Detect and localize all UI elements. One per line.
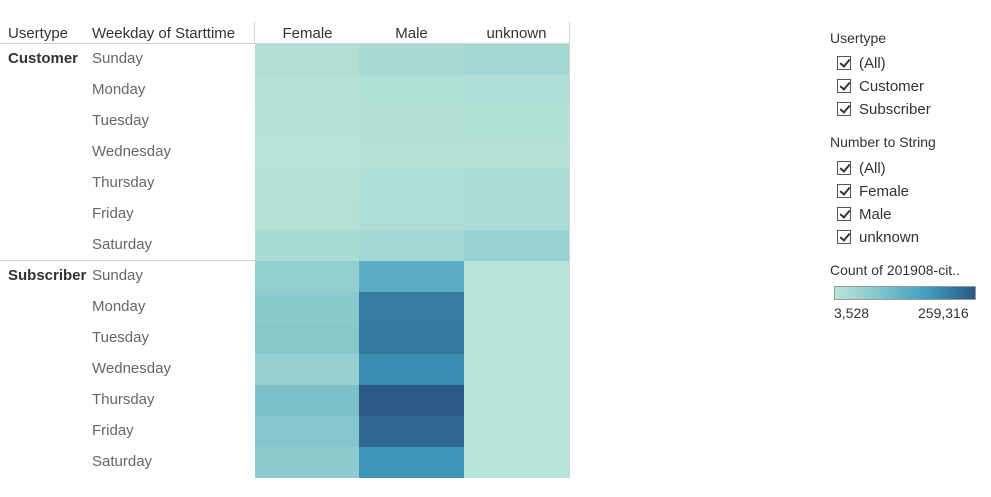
filter-option-gender-male[interactable]: Male [837,205,892,223]
heatmap-cell[interactable] [255,230,359,261]
heatmap-cell[interactable] [255,199,359,230]
day-label: Saturday [92,453,153,470]
day-label: Tuesday [92,112,149,129]
heatmap-cell[interactable] [255,354,359,385]
heatmap-cell[interactable] [359,292,464,323]
day-label: Thursday [92,174,155,191]
heatmap-cell[interactable] [255,385,359,416]
filter-option-label: (All) [859,54,886,72]
day-label: Friday [92,205,134,222]
heatmap-cell[interactable] [359,199,464,230]
filter-option-gender-all[interactable]: (All) [837,159,886,177]
heatmap-cell[interactable] [464,168,569,199]
heatmap-cell[interactable] [464,137,569,168]
checkbox[interactable] [837,102,851,116]
filter-option-gender-unknown[interactable]: unknown [837,228,919,246]
heatmap-cell[interactable] [359,416,464,447]
heatmap-cell[interactable] [255,292,359,323]
heatmap-cell[interactable] [255,44,359,75]
column-header-female: Female [282,25,333,42]
checkbox[interactable] [837,230,851,244]
row-header-weekday: Weekday of Starttime [92,25,236,42]
row-header-usertype: Usertype [8,25,69,42]
heatmap-cell[interactable] [255,447,359,478]
filter-option-usertype-subscriber[interactable]: Subscriber [837,100,931,118]
color-legend-min-label: 3,528 [834,305,870,321]
day-label: Monday [92,81,146,98]
day-label: Friday [92,422,134,439]
heatmap-cell[interactable] [464,261,569,292]
heatmap-cell[interactable] [464,416,569,447]
filter-option-label: unknown [859,228,920,246]
heatmap-cell[interactable] [255,261,359,292]
heatmap-cell[interactable] [255,75,359,106]
heatmap-cell[interactable] [464,385,569,416]
filter-option-label: Subscriber [859,100,931,118]
day-label: Sunday [92,267,143,284]
day-label: Tuesday [92,329,149,346]
heatmap-cell[interactable] [359,75,464,106]
day-label: Saturday [92,236,153,253]
heatmap-cell[interactable] [255,323,359,354]
filter-option-gender-female[interactable]: Female [837,182,909,200]
checkbox[interactable] [837,184,851,198]
day-label: Sunday [92,50,143,67]
heatmap-cell[interactable] [359,137,464,168]
column-header-male: Male [395,25,428,42]
heatmap-cell[interactable] [359,106,464,137]
heatmap-cell[interactable] [464,323,569,354]
day-label: Wednesday [92,360,171,377]
heatmap-cell[interactable] [464,230,569,261]
heatmap-cell[interactable] [359,354,464,385]
heatmap-cell[interactable] [464,106,569,137]
color-legend-max-label: 259,316 [918,305,969,321]
heatmap-cell[interactable] [464,447,569,478]
checkbox[interactable] [837,207,851,221]
heatmap-cell[interactable] [464,75,569,106]
filter-option-label: Female [859,182,910,200]
filter-title-usertype: Usertype [830,30,887,46]
grid-right-edge [569,22,570,478]
filter-title-gender: Number to String [830,134,936,150]
header-underline [0,43,570,44]
usertype-label-subscriber: Subscriber [8,267,87,284]
filter-option-usertype-customer[interactable]: Customer [837,77,924,95]
heatmap-cell[interactable] [255,106,359,137]
filter-option-label: Customer [859,77,925,95]
heatmap-cell[interactable] [255,416,359,447]
day-label: Monday [92,298,146,315]
heatmap-cell[interactable] [359,230,464,261]
heatmap-cell[interactable] [359,323,464,354]
checkbox[interactable] [837,79,851,93]
day-label: Thursday [92,391,155,408]
heatmap-cell[interactable] [255,168,359,199]
checkbox[interactable] [837,56,851,70]
usertype-label-customer: Customer [8,50,79,67]
heatmap-cell[interactable] [464,199,569,230]
heatmap-cell[interactable] [359,44,464,75]
heatmap-cell[interactable] [464,292,569,323]
heatmap-cell[interactable] [359,385,464,416]
header-divider-left [254,22,255,44]
filter-option-label: (All) [859,159,886,177]
color-legend-ramp [834,286,976,300]
filter-option-usertype-all[interactable]: (All) [837,54,886,72]
heatmap-cell[interactable] [255,137,359,168]
heatmap-cell[interactable] [464,44,569,75]
heatmap-cell[interactable] [359,261,464,292]
heatmap-cell[interactable] [359,447,464,478]
color-legend-title: Count of 201908-cit.. [830,262,960,278]
filter-option-label: Male [859,205,892,223]
heatmap-cell[interactable] [464,354,569,385]
column-header-unknown: unknown [486,25,547,42]
day-label: Wednesday [92,143,171,160]
heatmap-cell[interactable] [359,168,464,199]
checkbox[interactable] [837,161,851,175]
